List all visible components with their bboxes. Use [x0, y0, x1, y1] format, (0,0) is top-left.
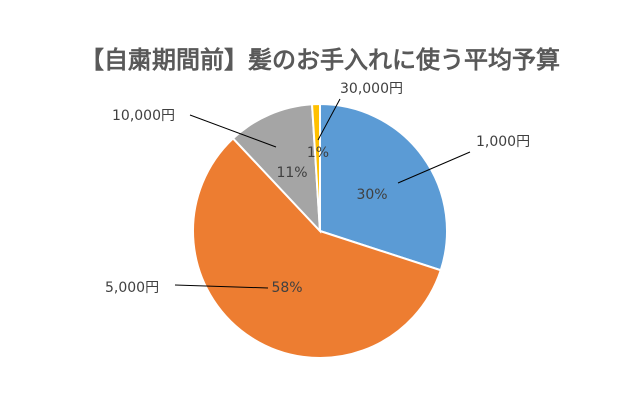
pie-slice [319, 102, 448, 272]
category-label: 5,000円 [105, 280, 159, 296]
pie-slice [231, 103, 322, 234]
data-label: 30% [356, 187, 387, 203]
leader-line [174, 284, 269, 289]
pie-slice [310, 102, 321, 232]
leader-line [317, 98, 341, 141]
category-label: 30,000円 [340, 81, 403, 97]
leader-line [397, 151, 471, 184]
category-label: 1,000円 [476, 134, 530, 150]
category-label: 10,000円 [112, 108, 175, 124]
pie-slice [192, 137, 443, 359]
data-label: 58% [271, 280, 302, 296]
data-label: 1% [307, 145, 329, 161]
data-label: 11% [276, 165, 307, 181]
chart-title: 【自粛期間前】髪のお手入れに使う平均予算 [80, 46, 560, 74]
leader-line [189, 114, 277, 148]
